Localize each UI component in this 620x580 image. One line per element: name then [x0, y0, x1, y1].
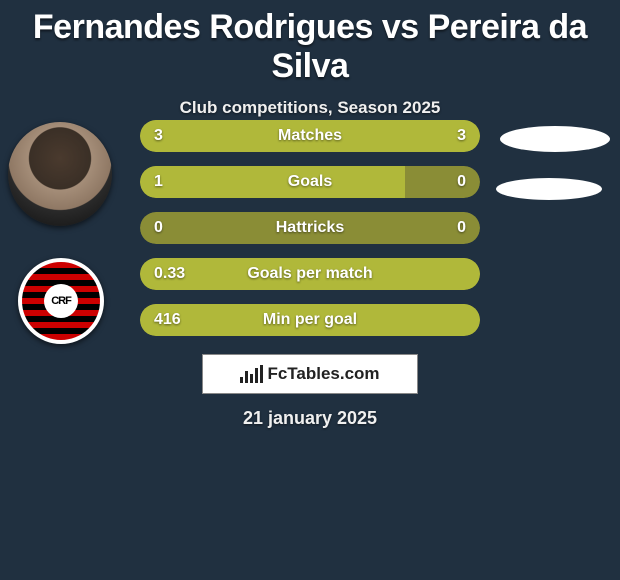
player-avatar [8, 122, 112, 226]
stat-label: Goals [140, 166, 480, 198]
stat-row: 10Goals [140, 166, 480, 198]
brand-box: FcTables.com [202, 354, 418, 394]
side-pill [496, 178, 602, 200]
stat-row: 33Matches [140, 120, 480, 152]
stat-rows: 33Matches 10Goals 00Hattricks 0.33Goals per… [140, 120, 480, 350]
stat-label: Matches [140, 120, 480, 152]
club-badge-center: CRF [44, 284, 78, 318]
stat-label: Goals per match [140, 258, 480, 290]
stat-label: Hattricks [140, 212, 480, 244]
stat-label: Min per goal [140, 304, 480, 336]
club-badge-letters: CRF [51, 295, 71, 307]
date-line: 21 january 2025 [0, 408, 620, 429]
chart-icon [240, 365, 263, 383]
infographic-root: Fernandes Rodrigues vs Pereira da Silva … [0, 0, 620, 580]
club-badge: CRF [18, 258, 104, 344]
stat-row: 00Hattricks [140, 212, 480, 244]
side-pill [500, 126, 610, 152]
page-title: Fernandes Rodrigues vs Pereira da Silva [0, 0, 620, 86]
subtitle: Club competitions, Season 2025 [0, 98, 620, 118]
stat-row: 416Min per goal [140, 304, 480, 336]
stat-row: 0.33Goals per match [140, 258, 480, 290]
brand-text: FcTables.com [267, 364, 379, 384]
